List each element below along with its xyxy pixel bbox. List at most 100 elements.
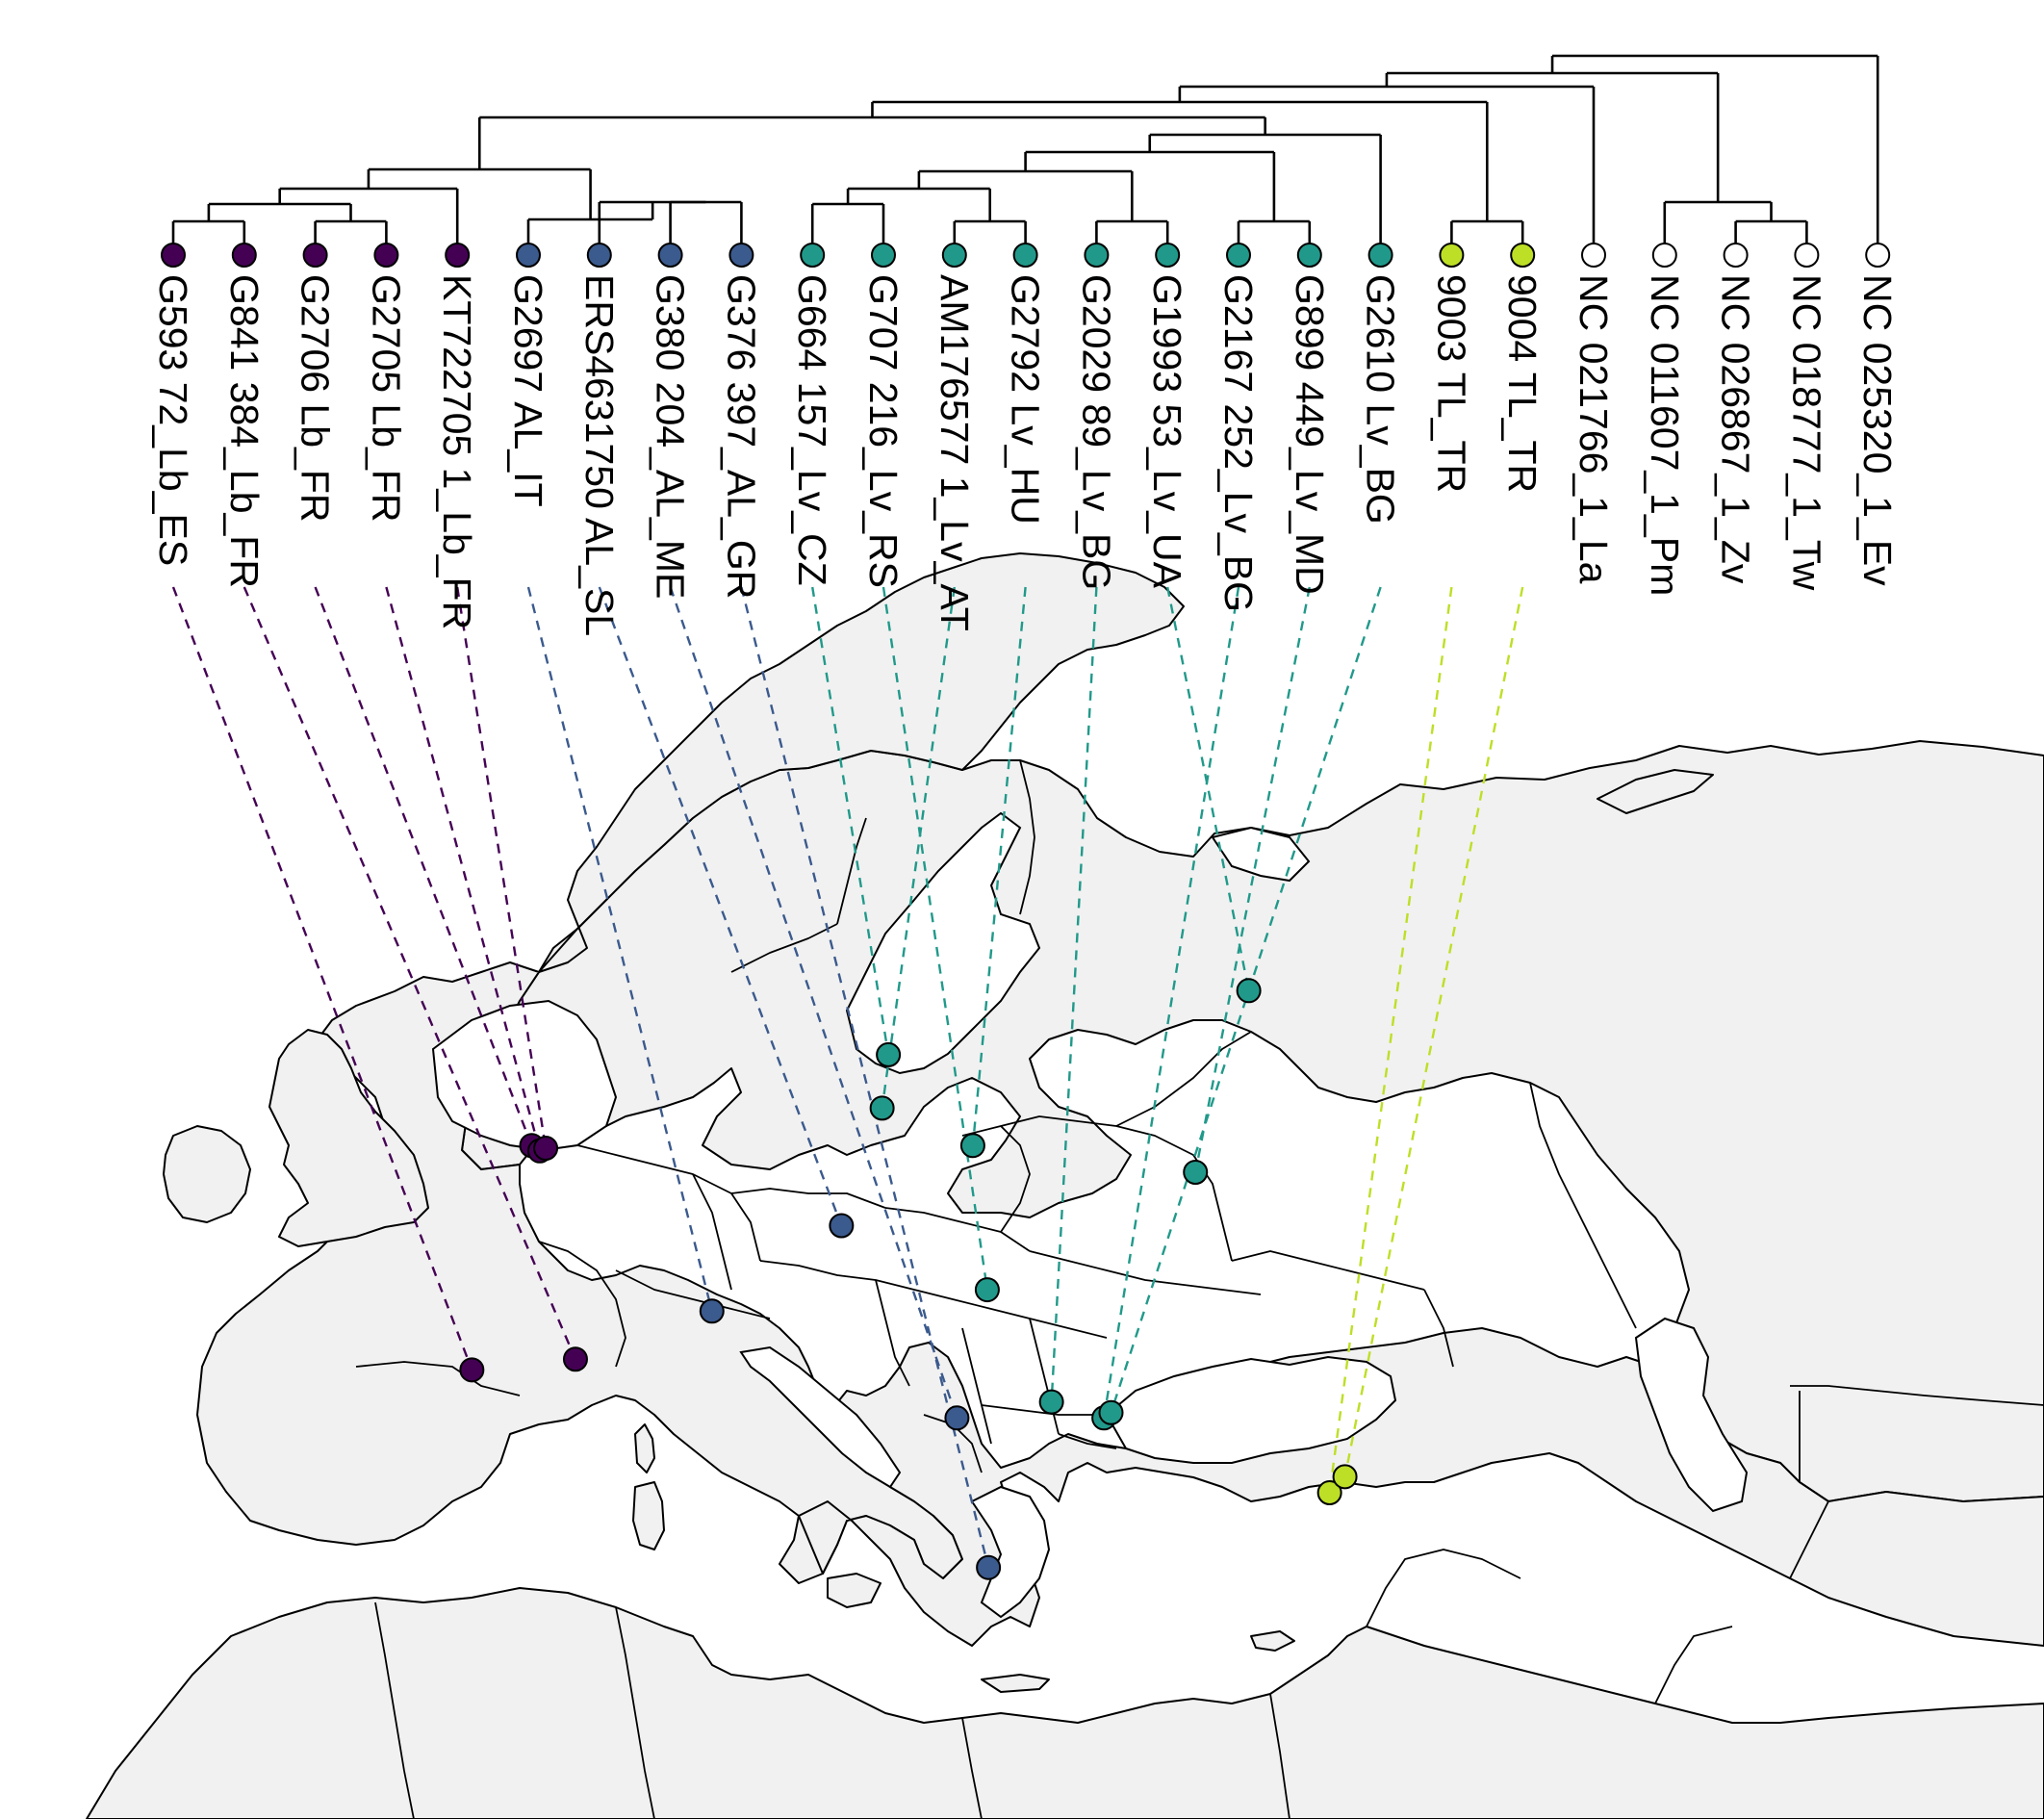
tip-label: G2705 Lb_FR xyxy=(364,274,408,523)
site-marker-11 xyxy=(869,1095,895,1121)
connector-line-15 xyxy=(1102,586,1240,1419)
site-marker-14 xyxy=(1236,978,1262,1004)
tree-tip-9 xyxy=(800,243,826,268)
landmass-great-britain xyxy=(268,1029,429,1247)
tip-label: NC 026867_1_Zv xyxy=(1714,274,1758,584)
connector-line-0 xyxy=(171,586,473,1371)
tree-tip-6 xyxy=(586,243,612,268)
tip-label: G2610 Lv_BG xyxy=(1359,274,1403,525)
country-borders xyxy=(355,759,2044,1819)
site-marker-7 xyxy=(944,1405,970,1431)
tree-tip-20 xyxy=(1581,243,1606,268)
tip-label: AM176577 1_Lv_AT xyxy=(933,274,977,631)
tree-tip-18 xyxy=(1439,243,1465,268)
site-marker-4 xyxy=(533,1136,559,1162)
connector-line-3 xyxy=(385,586,542,1152)
tree-tip-7 xyxy=(657,243,683,268)
connector-line-8 xyxy=(740,586,990,1568)
landmass-sicily xyxy=(827,1573,881,1608)
site-marker-18 xyxy=(1316,1480,1342,1505)
tree-tip-8 xyxy=(728,243,754,268)
tip-label: G664 157_Lv_CZ xyxy=(790,274,834,586)
site-marker-0 xyxy=(459,1357,485,1383)
landmass-novaya-zemlya xyxy=(1597,769,1714,814)
landmass-corsica xyxy=(634,1423,655,1473)
site-marker-5 xyxy=(699,1298,725,1324)
site-marker-8 xyxy=(976,1554,1002,1580)
tree-tip-5 xyxy=(516,243,541,268)
sea-white-sea xyxy=(1211,826,1311,883)
tree-tip-13 xyxy=(1084,243,1110,268)
site-marker-17 xyxy=(1098,1399,1124,1425)
tip-label: G841 384_Lb_FR xyxy=(222,274,267,588)
sampling-sites xyxy=(459,978,1358,1580)
tree-tips: G593 72_Lb_ES G841 384_Lb_FR G2706 Lb_FR G2… xyxy=(151,243,1900,636)
connector-line-12 xyxy=(971,586,1027,1146)
tip-label: G1993 53_Lv_UA xyxy=(1145,274,1189,589)
tip-label: G2697 AL_IT xyxy=(506,274,550,507)
tree-tip-17 xyxy=(1367,243,1393,268)
tip-label: NC 011607_1_Pm xyxy=(1643,274,1687,596)
tree-tip-21 xyxy=(1651,243,1677,268)
connector-line-11 xyxy=(881,586,956,1109)
connector-line-2 xyxy=(314,586,533,1146)
europe-map xyxy=(86,552,2044,1819)
tip-label: G376 397_AL_GR xyxy=(719,274,763,599)
tip-label: 9003 TL_TR xyxy=(1429,274,1473,493)
connector-line-13 xyxy=(1050,586,1098,1402)
landmass-ireland xyxy=(163,1125,251,1223)
tree-tip-2 xyxy=(302,243,328,268)
tree-tip-24 xyxy=(1865,243,1891,268)
tree-tip-23 xyxy=(1794,243,1820,268)
tip-label: G899 449_Lv_MD xyxy=(1288,274,1332,595)
landmass-cyprus xyxy=(1250,1630,1295,1652)
tree-tip-4 xyxy=(445,243,471,268)
site-marker-19 xyxy=(1332,1464,1358,1490)
tree-tip-15 xyxy=(1226,243,1251,268)
landmass-north-africa xyxy=(86,1587,2044,1819)
tree-tip-19 xyxy=(1510,243,1536,268)
sea-adriatic xyxy=(739,1345,902,1489)
tip-label: G707 216_Lv_RS xyxy=(861,274,906,588)
tip-label: ERS4631750 AL_SL xyxy=(577,274,622,636)
site-marker-6 xyxy=(829,1213,855,1239)
landmass-scandinavia xyxy=(538,552,1185,973)
tip-label: G2792 Lv_HU xyxy=(1004,274,1048,525)
site-marker-1 xyxy=(562,1346,588,1372)
tip-label: G593 72_Lb_ES xyxy=(151,274,195,566)
tip-label: 9004 TL_TR xyxy=(1500,274,1545,493)
landmass-crete xyxy=(981,1674,1050,1693)
tip-label: NC 018777_1_Tw xyxy=(1784,274,1828,591)
tip-label: G2706 Lb_FR xyxy=(294,274,338,523)
sea-caspian xyxy=(1634,1317,1749,1513)
tree-tip-16 xyxy=(1296,243,1322,268)
connector-line-7 xyxy=(669,586,958,1419)
tip-label: G2167 252_Lv_BG xyxy=(1216,274,1261,612)
sea-aegean xyxy=(970,1485,1051,1619)
connector-line-4 xyxy=(456,586,548,1149)
connector-line-10 xyxy=(881,586,989,1291)
connector-line-16 xyxy=(1194,586,1311,1173)
site-marker-12 xyxy=(959,1133,985,1159)
site-marker-16 xyxy=(1183,1160,1209,1185)
tree-tip-10 xyxy=(871,243,896,268)
tree-tip-12 xyxy=(1012,243,1038,268)
tree-tip-3 xyxy=(373,243,399,268)
tip-label: KT722705 1_Lb_FR xyxy=(435,274,479,629)
sea-black-sea xyxy=(1105,1355,1397,1464)
tree-tip-0 xyxy=(161,243,186,268)
site-marker-10 xyxy=(974,1277,1000,1303)
connector-line-1 xyxy=(243,586,577,1360)
landmass-sardinia xyxy=(632,1481,665,1550)
landmass-eurasia xyxy=(461,740,2044,1502)
connector-line-5 xyxy=(526,586,713,1312)
tree-tip-14 xyxy=(1155,243,1181,268)
sea-north-sea xyxy=(431,999,618,1152)
tree-tip-1 xyxy=(231,243,257,268)
phylogenetic-tree xyxy=(171,54,1879,243)
tip-to-site-connectors xyxy=(171,586,1524,1568)
tree-tip-11 xyxy=(941,243,967,268)
connector-line-19 xyxy=(1343,586,1524,1477)
tree-tip-22 xyxy=(1723,243,1749,268)
